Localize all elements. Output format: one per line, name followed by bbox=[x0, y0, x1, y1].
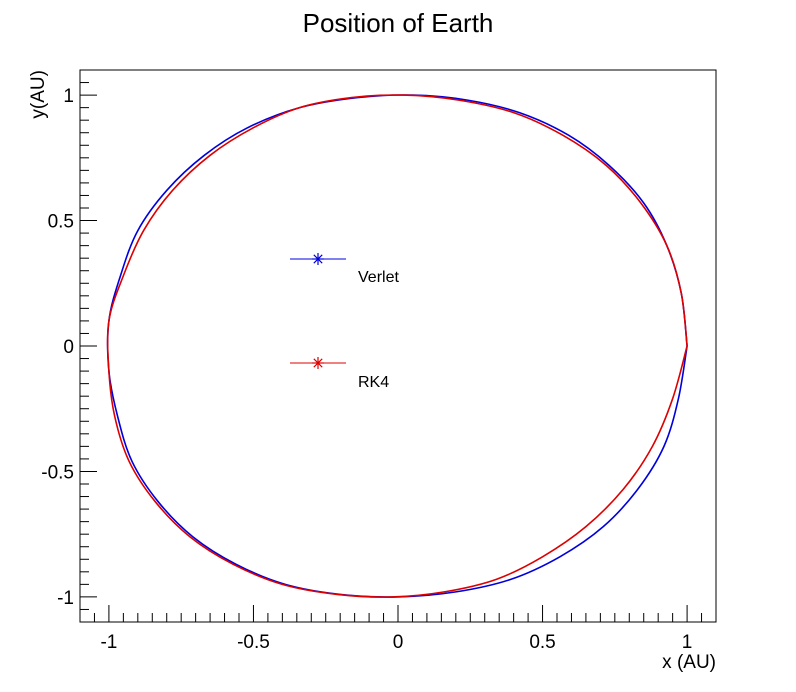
y-axis-label: y(AU) bbox=[28, 70, 49, 119]
legend-label: Verlet bbox=[358, 269, 399, 286]
legend-label: RK4 bbox=[358, 374, 389, 391]
y-tick-label: 0 bbox=[63, 337, 74, 358]
chart-title: Position of Earth bbox=[303, 8, 494, 38]
asterisk-marker-icon bbox=[312, 357, 324, 369]
legend-entry-rk4: RK4 bbox=[290, 357, 389, 391]
x-tick-label: 0.5 bbox=[529, 632, 555, 653]
x-tick-label: 0 bbox=[393, 632, 404, 653]
x-tick-label: -0.5 bbox=[237, 632, 270, 653]
asterisk-marker-icon bbox=[312, 253, 324, 265]
axis-ticks bbox=[79, 69, 717, 623]
y-tick-label: 0.5 bbox=[48, 212, 74, 233]
y-tick-label: -1 bbox=[57, 588, 74, 609]
orbit-curves bbox=[106, 94, 688, 598]
y-tick-label: -0.5 bbox=[41, 462, 74, 483]
y-tick-labels: -1 -0.5 0 0.5 1 bbox=[41, 86, 74, 609]
y-tick-label: 1 bbox=[63, 86, 74, 107]
x-tick-label: -1 bbox=[100, 632, 117, 653]
x-tick-labels: -1 -0.5 0 0.5 1 bbox=[100, 632, 692, 653]
x-tick-label: 1 bbox=[682, 632, 693, 653]
series-line-verlet bbox=[106, 94, 688, 598]
plot-frame bbox=[79, 69, 717, 623]
series-line-rk4 bbox=[106, 94, 688, 598]
x-axis-label: x (AU) bbox=[662, 652, 716, 673]
legend: Verlet RK4 bbox=[290, 253, 399, 391]
legend-entry-verlet: Verlet bbox=[290, 253, 399, 286]
